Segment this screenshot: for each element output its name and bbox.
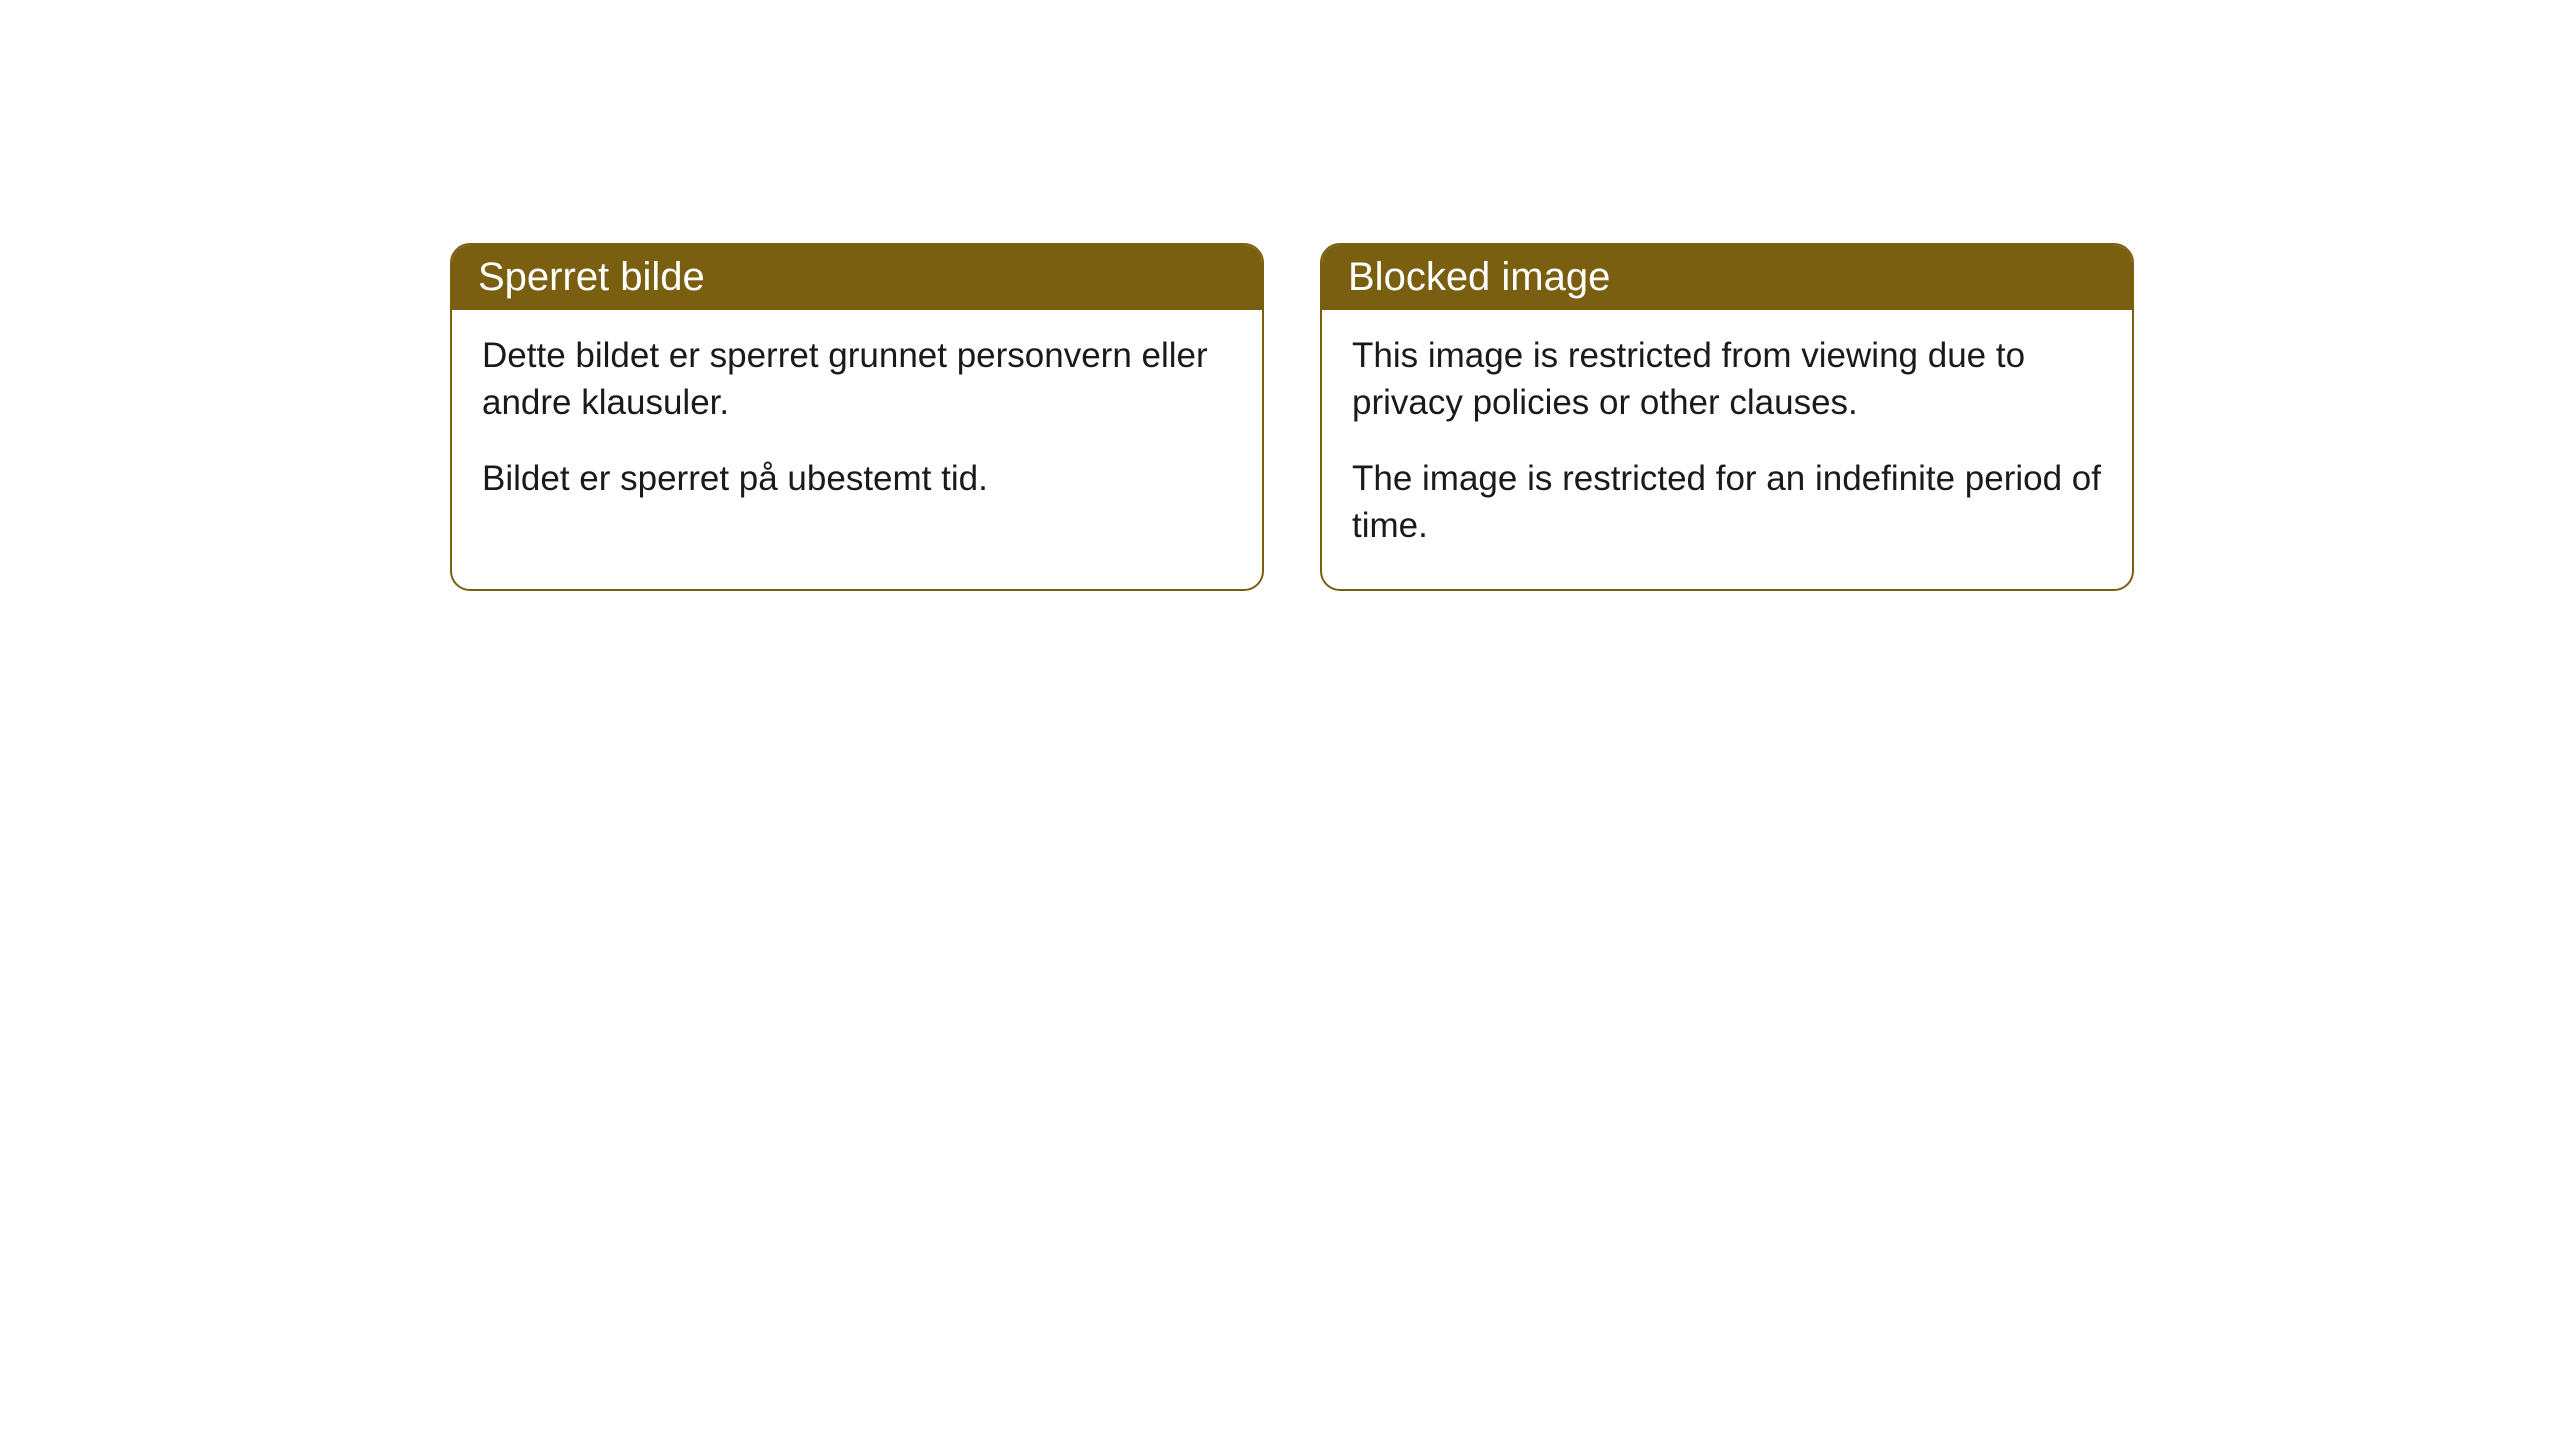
card-body: Dette bildet er sperret grunnet personve…: [452, 310, 1262, 542]
card-title: Sperret bilde: [478, 255, 705, 299]
card-paragraph: Bildet er sperret på ubestemt tid.: [482, 455, 1232, 502]
notice-card-english: Blocked image This image is restricted f…: [1320, 243, 2134, 591]
card-paragraph: Dette bildet er sperret grunnet personve…: [482, 332, 1232, 427]
notice-card-norwegian: Sperret bilde Dette bildet er sperret gr…: [450, 243, 1264, 591]
card-paragraph: This image is restricted from viewing du…: [1352, 332, 2102, 427]
card-paragraph: The image is restricted for an indefinit…: [1352, 455, 2102, 550]
card-title: Blocked image: [1348, 255, 1610, 299]
card-body: This image is restricted from viewing du…: [1322, 310, 2132, 589]
card-header: Blocked image: [1322, 245, 2132, 310]
notice-cards-container: Sperret bilde Dette bildet er sperret gr…: [450, 243, 2134, 591]
card-header: Sperret bilde: [452, 245, 1262, 310]
